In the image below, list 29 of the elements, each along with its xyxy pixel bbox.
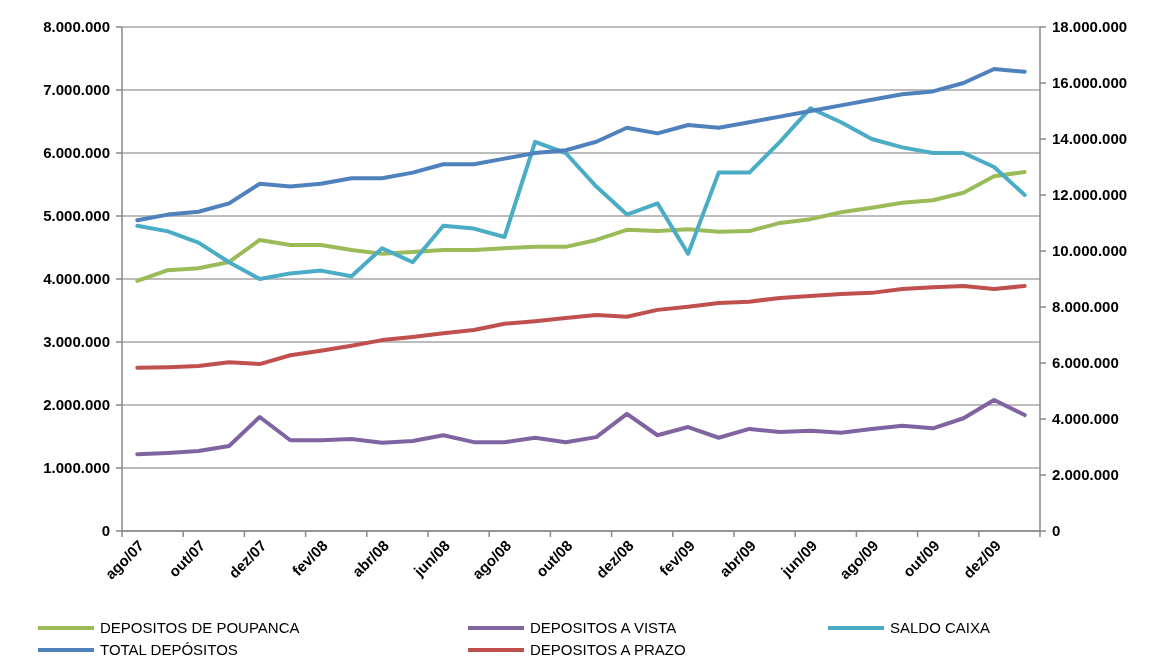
legend-label: SALDO CAIXA [890,619,991,637]
line-series [135,106,1027,281]
line-series [135,397,1027,457]
y-tick-label: 2.000.000 [43,396,110,414]
y-tick-label: 1.000.000 [43,459,110,477]
line-series [135,169,1027,283]
y-tick-label: 7.000.000 [43,81,110,99]
y2-tick-label: 0 [1052,522,1061,540]
y2-tick-label: 18.000.000 [1052,18,1128,36]
y2-tick-label: 16.000.000 [1052,74,1128,92]
line-series [135,67,1027,223]
y-tick-label: 6.000.000 [43,144,110,162]
line-series [135,283,1027,370]
legend-label: DEPOSITOS A PRAZO [530,641,686,659]
y2-tick-label: 4.000.000 [1052,410,1119,428]
y-tick-label: 8.000.000 [43,18,110,36]
y-tick-label: 4.000.000 [43,270,110,288]
y-tick-label: 3.000.000 [43,333,110,351]
y2-tick-label: 8.000.000 [1052,298,1119,316]
y2-tick-label: 6.000.000 [1052,354,1119,372]
y2-tick-label: 2.000.000 [1052,466,1119,484]
y-tick-label: 5.000.000 [43,207,110,225]
legend-label: DEPOSITOS DE POUPANCA [100,619,300,637]
legend-label: TOTAL DEPÓSITOS [100,641,238,659]
y2-tick-label: 14.000.000 [1052,130,1128,148]
y2-tick-label: 10.000.000 [1052,242,1128,260]
y2-tick-label: 12.000.000 [1052,186,1128,204]
legend-label: DEPOSITOS A VISTA [530,619,677,637]
y-tick-label: 0 [101,522,110,540]
